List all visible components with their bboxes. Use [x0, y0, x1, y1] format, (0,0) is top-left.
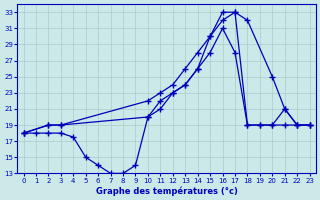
X-axis label: Graphe des températures (°c): Graphe des températures (°c): [96, 186, 237, 196]
